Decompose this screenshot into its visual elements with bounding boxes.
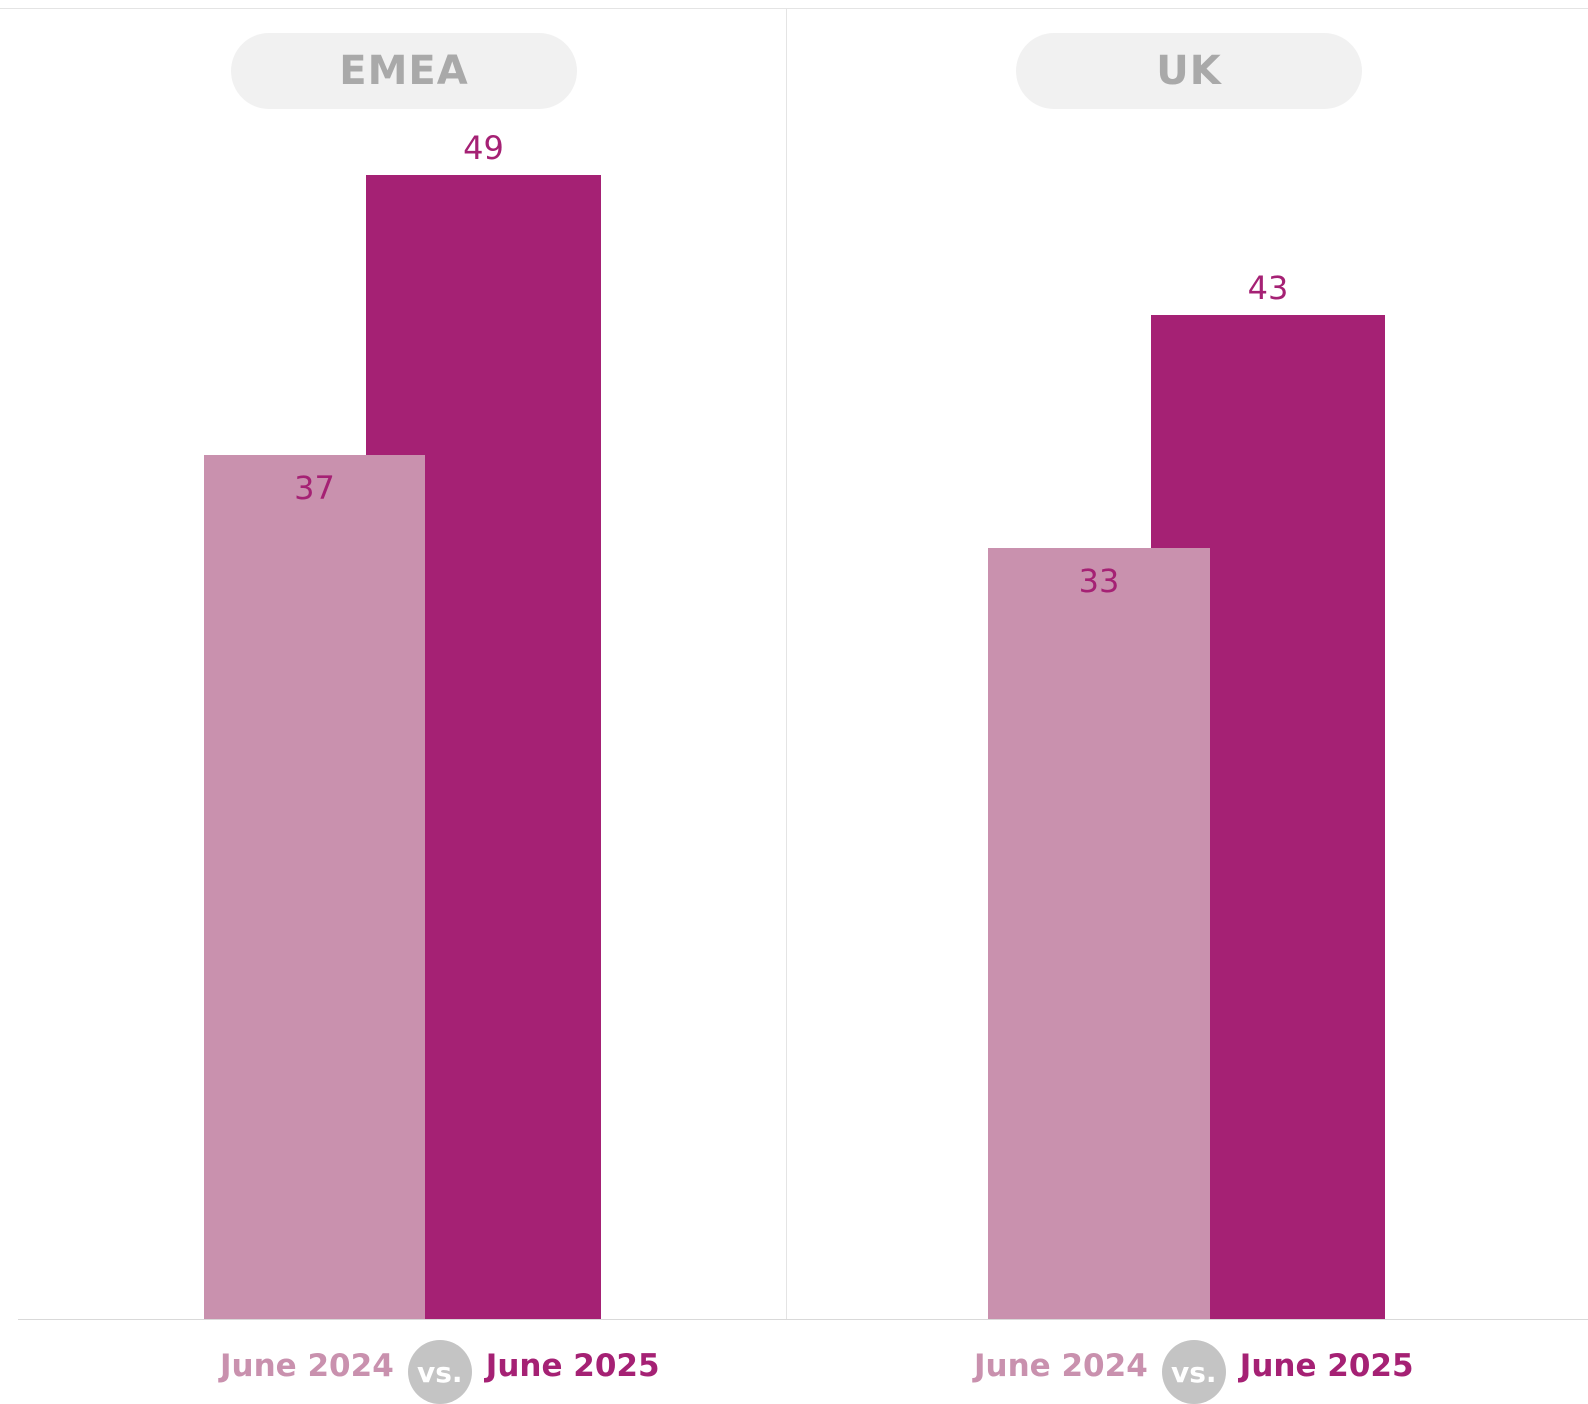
chart-baseline xyxy=(18,1319,1588,1320)
region-pill-uk: UK xyxy=(1016,33,1362,109)
vs-badge: vs. xyxy=(407,1340,472,1404)
value-label-emea-june-2024: 37 xyxy=(294,469,335,508)
legend-uk: June 2024 vs. June 2025 xyxy=(974,1338,1414,1404)
value-label-uk-june-2024: 33 xyxy=(1078,562,1120,601)
top-rule xyxy=(0,8,1588,9)
bar-emea-june-2024 xyxy=(204,455,425,1319)
legend-june-2024: June 2024 xyxy=(974,1348,1148,1384)
legend-june-2024: June 2024 xyxy=(220,1348,394,1384)
legend-emea: June 2024 vs. June 2025 xyxy=(220,1338,660,1404)
region-pill-emea: EMEA xyxy=(231,33,577,109)
value-label-uk-june-2025: 43 xyxy=(1247,268,1289,307)
panel-divider xyxy=(786,8,787,1320)
value-label-emea-june-2025: 49 xyxy=(463,128,504,167)
bar-uk-june-2024 xyxy=(988,548,1210,1319)
vs-badge: vs. xyxy=(1161,1340,1226,1404)
legend-june-2025: June 2025 xyxy=(1239,1348,1414,1384)
legend-june-2025: June 2025 xyxy=(485,1348,660,1384)
